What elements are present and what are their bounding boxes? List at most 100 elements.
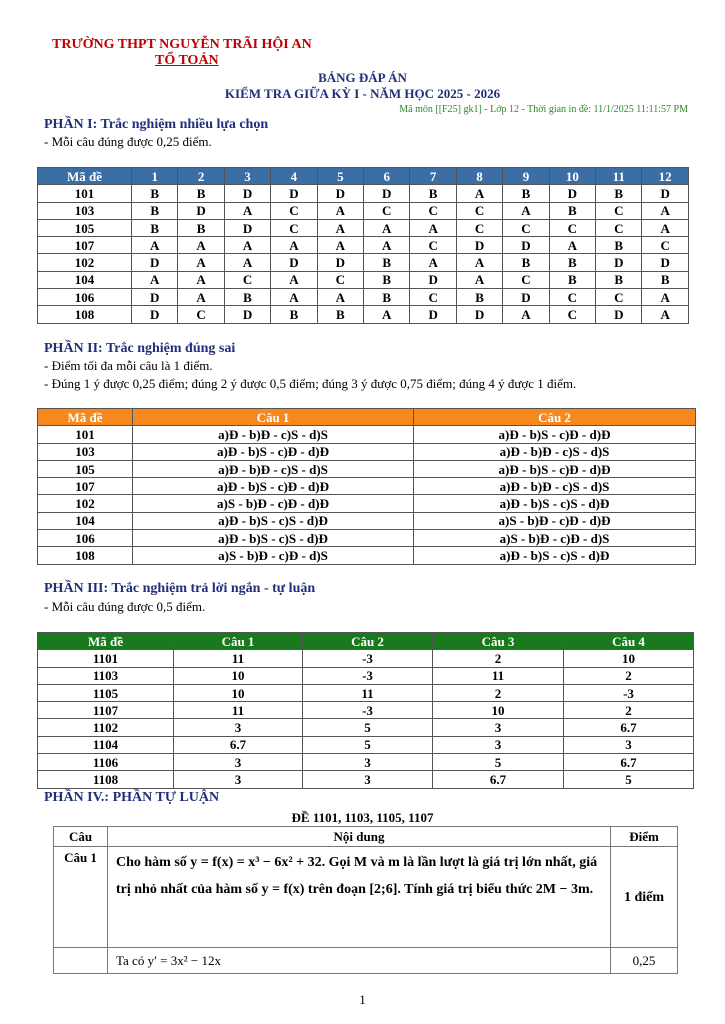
cell: C <box>409 201 457 220</box>
cell: 6.7 <box>563 753 694 772</box>
part-heading: PHẦN III: Trắc nghiệm trả lời ngắn - tự … <box>44 581 316 596</box>
school: TRƯỜNG THPT NGUYỄN TRÃI HỘI AN <box>52 37 312 52</box>
cell: C <box>270 201 318 220</box>
cell: C <box>223 270 272 290</box>
cell: 106 <box>37 288 132 307</box>
header-cell: Câu 2 <box>413 407 696 427</box>
header-cell: Câu <box>53 826 108 847</box>
table-body: 1101 11 -3 2 10 1103 10 -3 11 2 1105 10 11 2 -3 1107 11-… <box>37 649 694 789</box>
header-cell: 12 <box>641 166 689 186</box>
cell: A <box>502 201 550 220</box>
cell: 107 <box>37 236 132 255</box>
subtitle: KIỂM TRA GIỮA KỲ I - NĂM HỌC 2025 - 2026 <box>224 86 501 101</box>
cell: B <box>548 270 597 290</box>
cell: 3 <box>563 735 694 755</box>
cell: D <box>455 236 504 255</box>
cell: 1102 <box>37 718 174 737</box>
header-cell: Câu 3 <box>432 631 564 651</box>
header-cell: 6 <box>363 166 411 186</box>
cell: a)S - b)Đ - c)Đ - d)Đ <box>132 494 414 513</box>
header-cell: 10 <box>548 166 597 186</box>
cell: C <box>548 288 597 307</box>
cell: Ta có y′ = 3x² − 12x <box>107 947 611 974</box>
cell: a)Đ - b)Đ - c)S - d)S <box>413 477 696 496</box>
cell: B <box>548 253 597 272</box>
cell: D <box>641 184 689 203</box>
cell: B <box>130 218 179 238</box>
cell: B <box>455 288 504 307</box>
cell: a)Đ - b)Đ - c)S - d)S <box>413 442 696 461</box>
cell: a)Đ - b)Đ - c)S - d)S <box>132 425 414 444</box>
cell: D <box>270 253 318 272</box>
cell: A <box>409 253 457 272</box>
row: 1104 6.7 5 3 3 <box>37 735 694 755</box>
cell: A <box>641 201 689 220</box>
row: 108 D C D B B A D D A C D A <box>37 305 689 324</box>
header-cell: 4 <box>270 166 318 186</box>
cell: B <box>409 184 457 203</box>
cell: C <box>548 218 597 238</box>
note: - Mỗi câu đúng được 0,5 điểm. <box>44 599 206 614</box>
cell: 11 <box>173 649 303 668</box>
cell: C <box>455 201 504 220</box>
cell: -3 <box>302 649 433 668</box>
page-number: 1 <box>359 992 366 1007</box>
row: 101 B B D D D D B A B D B D <box>37 184 689 203</box>
cell: 103 <box>37 442 133 461</box>
note: - Mỗi câu đúng được 0,25 điểm. <box>44 134 212 149</box>
cell: B <box>595 184 643 203</box>
cell: 5 <box>302 718 433 737</box>
cell: a)S - b)Đ - c)Đ - d)S <box>132 546 414 565</box>
cell: A <box>177 236 225 255</box>
cell: C <box>270 218 318 238</box>
cell: 3 <box>302 770 433 789</box>
cell: C <box>409 236 457 255</box>
cell: A <box>177 270 225 290</box>
row: 102 a)S - b)Đ - c)Đ - d)Đ a)Đ - b)S - c)S … <box>37 494 696 513</box>
cell: A <box>363 305 411 324</box>
header-cell: 3 <box>223 166 272 186</box>
cell: 2 <box>432 649 564 668</box>
cell: 101 <box>37 425 133 444</box>
cell: D <box>548 184 597 203</box>
row: Ta có y′ = 3x² − 12x 0,25 <box>53 947 678 974</box>
cell: 10 <box>563 649 694 668</box>
cell: A <box>130 270 179 290</box>
cell: D <box>502 288 550 307</box>
answer-table: Mã đề 1 2 3 4 5 6 7 8 9 10 11 12 101 B B D D D D B A B D B D 103 B D… <box>37 166 689 324</box>
cell: 2 <box>432 683 564 703</box>
cell: A <box>316 201 365 220</box>
cell: B <box>316 305 365 324</box>
cell: C <box>595 201 643 220</box>
cell: A <box>270 270 318 290</box>
title: BẢNG ĐÁP ÁN <box>318 70 407 85</box>
cell: A <box>223 236 272 255</box>
cell: A <box>641 218 689 238</box>
table-body: 101 B B D D D D B A B D B D 103 B D A C A C C C A B C A 105 B B D C A A A… <box>37 184 689 324</box>
cell: D <box>595 305 643 324</box>
part-heading: PHẦN I: Trắc nghiệm nhiều lựa chọn <box>44 117 269 132</box>
cell: a)Đ - b)S - c)S - d)Đ <box>413 546 696 565</box>
cell: C <box>641 236 689 255</box>
cell: 3 <box>432 718 564 737</box>
cell: 3 <box>173 770 303 789</box>
cell: C <box>363 201 411 220</box>
cell: 102 <box>37 253 132 272</box>
cell: D <box>595 253 643 272</box>
cell: 0,25 <box>610 947 678 974</box>
cell: Câu 1 <box>53 846 108 948</box>
cell: D <box>270 184 318 203</box>
header-row: Câu Nội dung Điểm <box>53 826 678 847</box>
table-header: Mã đề Câu 1 Câu 2 Câu 3 Câu 4 <box>37 631 694 651</box>
header-cell: Câu 1 <box>173 631 303 651</box>
cell: D <box>316 253 365 272</box>
cell: B <box>502 253 550 272</box>
cell: 101 <box>37 184 132 203</box>
part-heading: PHẦN IV.: PHẦN TỰ LUẬN <box>44 790 220 805</box>
table-header: Mã đề 1 2 3 4 5 6 7 8 9 10 11 12 <box>37 166 689 186</box>
cell: A <box>455 184 504 203</box>
answer-table: Mã đề Câu 1 Câu 2 101 a)Đ - b)Đ - c)S - d)S a… <box>37 407 696 565</box>
cell: 108 <box>37 305 132 324</box>
cell: B <box>130 184 179 203</box>
